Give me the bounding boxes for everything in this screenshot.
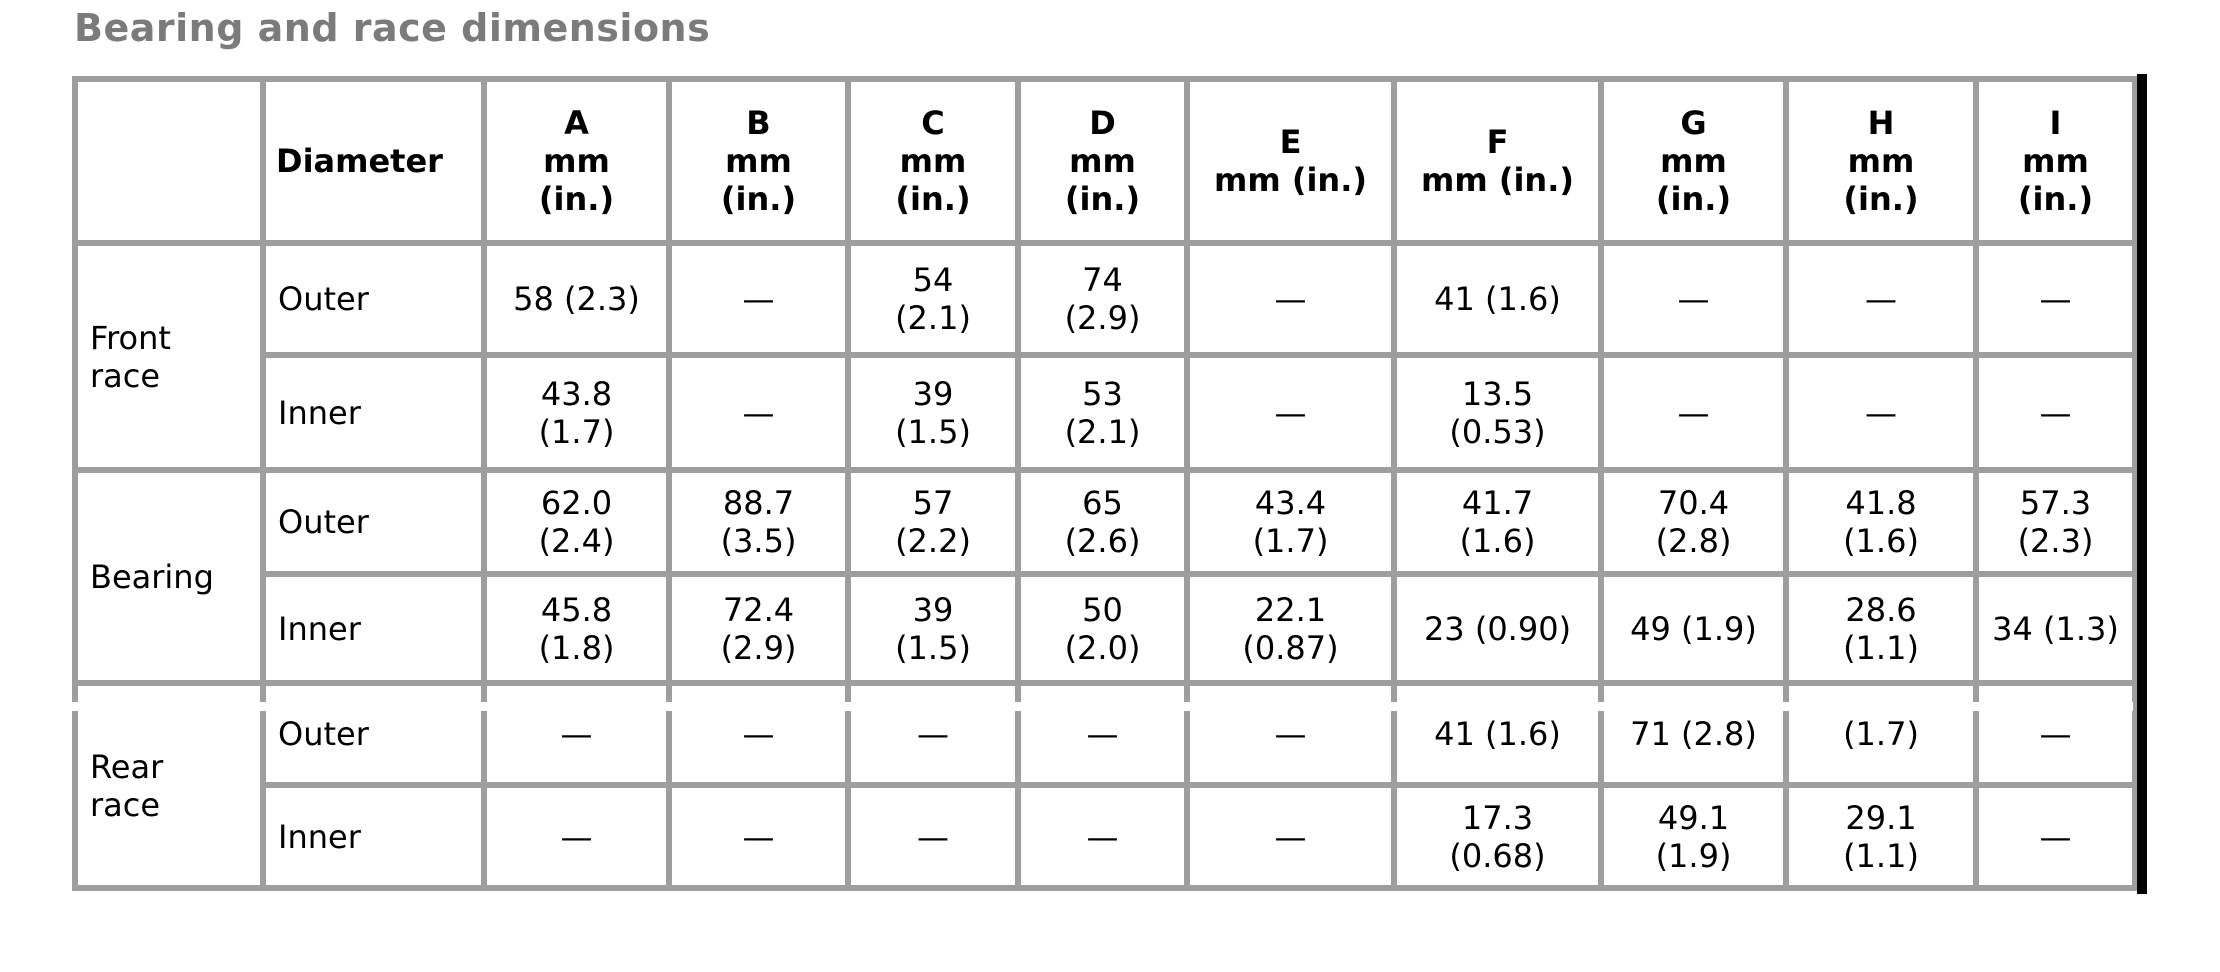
corner-cell — [72, 76, 266, 246]
section-label: Front race — [72, 240, 266, 473]
dimension-cell: 74 (2.9) — [1015, 240, 1190, 358]
table-row: Rear race Outer — — — — —41 (1.6) 71 (2.8) (1.7)… — [72, 680, 2138, 891]
dimension-cell: 43.4 (1.7) — [1184, 467, 1397, 577]
dimension-cell: 29.1 (1.1) — [1783, 782, 1979, 891]
diameter-cell: Inner — [260, 782, 487, 891]
column-header-C: C mm (in.) — [845, 76, 1021, 246]
diameter-column-header: Diameter — [260, 76, 487, 246]
dimension-cell: — — [1184, 240, 1397, 358]
dimension-cell: 71 (2.8) — [1598, 680, 1789, 788]
dimension-cell: 39 (1.5) — [845, 352, 1021, 473]
bearing-race-table: Diameter A mm (in.) B mm (in.) C mm (in.) D … — [72, 76, 2138, 891]
dimension-cell: 49 (1.9) — [1598, 571, 1789, 686]
dimension-cell: 88.7 (3.5) — [666, 467, 851, 577]
dimension-cell: — — [1015, 782, 1190, 891]
dimension-cell: 50 (2.0) — [1015, 571, 1190, 686]
dimension-cell: — — [666, 782, 851, 891]
dimension-cell: — — [1973, 240, 2138, 358]
dimension-cell: — — [1015, 680, 1190, 788]
column-header-F: F mm (in.) — [1391, 76, 1604, 246]
header-row: Diameter A mm (in.) B mm (in.) C mm (in.) D … — [72, 76, 2138, 246]
dimension-cell: 34 (1.3) — [1973, 571, 2138, 686]
dimension-cell: 62.0 (2.4) — [481, 467, 672, 577]
table-row: Bearing Outer 62.0 (2.4) 88.7 (3.5) 57 (2.2)… — [72, 467, 2138, 686]
dimension-cell: — — [481, 782, 672, 891]
dimension-cell: 70.4 (2.8) — [1598, 467, 1789, 577]
column-header-I: I mm (in.) — [1973, 76, 2138, 246]
dimension-cell: — — [1184, 782, 1397, 891]
dimension-cell: — — [481, 680, 672, 788]
dimension-cell: — — [666, 352, 851, 473]
dimension-cell: — — [845, 782, 1021, 891]
dimension-cell: 53 (2.1) — [1015, 352, 1190, 473]
page-title: Bearing and race dimensions — [74, 6, 711, 50]
dimension-cell: 41 (1.6) — [1391, 680, 1604, 788]
table-row: Inner — — — — —17.3 (0.68) 49.1 (1.9) 29.1 (1.1… — [75, 782, 2138, 891]
dimension-cell: — — [1973, 352, 2138, 473]
section-break-gap — [69, 702, 2133, 711]
dimension-cell: — — [1184, 352, 1397, 473]
table-header: Diameter A mm (in.) B mm (in.) C mm (in.) D … — [72, 76, 2138, 246]
dimension-cell: — — [1184, 680, 1397, 788]
diameter-cell: Outer — [260, 467, 487, 577]
dimension-cell: (1.7) — [1783, 680, 1979, 788]
dimension-cell: 17.3 (0.68) — [1391, 782, 1604, 891]
column-header-B: B mm (in.) — [666, 76, 851, 246]
dimension-cell: — — [845, 680, 1021, 788]
diameter-cell: Inner — [260, 352, 487, 473]
dimension-cell: 28.6 (1.1) — [1783, 571, 1979, 686]
dimension-cell: — — [666, 680, 851, 788]
section-label: Bearing — [72, 467, 266, 686]
dimension-cell: — — [666, 240, 851, 358]
dimension-cell: 49.1 (1.9) — [1598, 782, 1789, 891]
column-header-E: E mm (in.) — [1184, 76, 1397, 246]
dimension-cell: — — [1973, 782, 2138, 891]
dimension-cell: 39 (1.5) — [845, 571, 1021, 686]
dimension-cell: — — [1783, 240, 1979, 358]
table-row: Inner 45.8 (1.8) 72.4 (2.9) 39 (1.5) 50 (2.0… — [75, 571, 2138, 686]
dimension-cell: 23 (0.90) — [1391, 571, 1604, 686]
dimension-cell: 13.5 (0.53) — [1391, 352, 1604, 473]
column-header-A: A mm (in.) — [481, 76, 672, 246]
dimension-cell: 57 (2.2) — [845, 467, 1021, 577]
dimension-cell: 41.7 (1.6) — [1391, 467, 1604, 577]
table-row: Front race Outer 58 (2.3) —54 (2.1) 74 (2.9)… — [72, 240, 2138, 473]
diameter-cell: Inner — [260, 571, 487, 686]
dimension-cell: 22.1 (0.87) — [1184, 571, 1397, 686]
dimension-cell: 54 (2.1) — [845, 240, 1021, 358]
dimension-cell: — — [1973, 680, 2138, 788]
revision-change-bar — [2137, 74, 2147, 894]
dimension-cell: 57.3 (2.3) — [1973, 467, 2138, 577]
diameter-cell: Outer — [260, 240, 487, 358]
dimension-cell: — — [1598, 352, 1789, 473]
dimension-cell: 43.8 (1.7) — [481, 352, 672, 473]
table-row: Inner 43.8 (1.7) —39 (1.5) 53 (2.1) —13.5 (0… — [75, 352, 2138, 473]
section-label: Rear race — [72, 680, 266, 891]
column-header-G: G mm (in.) — [1598, 76, 1789, 246]
dimension-cell: 72.4 (2.9) — [666, 571, 851, 686]
dimension-cell: 65 (2.6) — [1015, 467, 1190, 577]
dimension-cell: 41.8 (1.6) — [1783, 467, 1979, 577]
dimension-cell: 45.8 (1.8) — [481, 571, 672, 686]
column-header-D: D mm (in.) — [1015, 76, 1190, 246]
dimension-cell: 58 (2.3) — [481, 240, 672, 358]
table-body: Front race Outer 58 (2.3) —54 (2.1) 74 (2.9)… — [72, 240, 2138, 891]
dimension-cell: 41 (1.6) — [1391, 240, 1604, 358]
column-header-H: H mm (in.) — [1783, 76, 1979, 246]
dimension-cell: — — [1598, 240, 1789, 358]
dimension-cell: — — [1783, 352, 1979, 473]
diameter-cell: Outer — [260, 680, 487, 788]
table-container: Diameter A mm (in.) B mm (in.) C mm (in.) D … — [72, 76, 2138, 891]
